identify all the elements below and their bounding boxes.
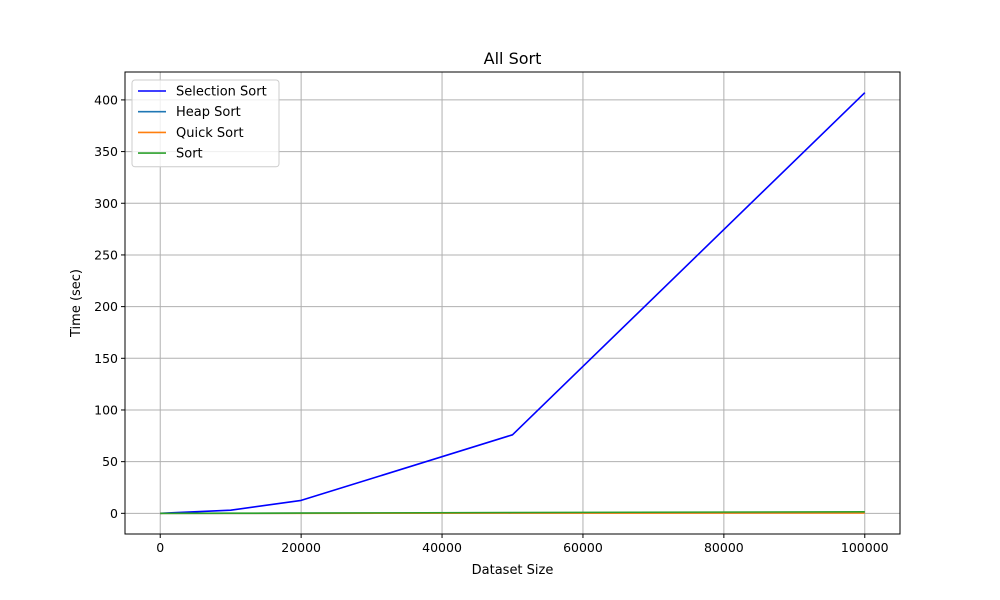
y-tick-label: 250: [94, 247, 118, 262]
y-tick-label: 400: [94, 92, 118, 107]
legend-label-heap-sort: Heap Sort: [176, 105, 241, 120]
chart-title: All Sort: [484, 49, 542, 68]
y-tick-label: 100: [94, 402, 118, 417]
x-axis-label: Dataset Size: [472, 563, 554, 578]
y-tick-label: 300: [94, 196, 118, 211]
y-tick-label: 200: [94, 299, 118, 314]
y-tick-label: 0: [110, 506, 118, 521]
plot-frame: [124, 71, 901, 535]
x-tick-label: 0: [156, 540, 164, 555]
x-tick-label: 60000: [563, 540, 603, 555]
x-tick-label: 80000: [704, 540, 744, 555]
y-tick-label: 50: [102, 454, 118, 469]
legend: Selection Sort Heap Sort Quick Sort Sort: [131, 79, 280, 168]
y-axis-label: Time (sec): [69, 269, 84, 338]
series-line-selection-sort: [160, 92, 866, 515]
x-tick-label: 20000: [281, 540, 321, 555]
series-layer: [160, 92, 866, 515]
y-tick-label: 150: [94, 351, 118, 366]
legend-box: [131, 79, 280, 168]
legend-label-selection-sort: Selection Sort: [176, 85, 267, 100]
tick-layer: 0 20000 40000 60000 80000 100000 0 50 100 150 200 2…: [94, 92, 889, 555]
legend-label-quick-sort: Quick Sort: [176, 126, 244, 141]
series-line-sort: [160, 510, 865, 515]
x-tick-label: 40000: [422, 540, 462, 555]
grid-layer: [125, 72, 900, 534]
y-tick-label: 350: [94, 144, 118, 159]
legend-label-sort: Sort: [176, 147, 203, 162]
x-tick-label: 100000: [841, 540, 889, 555]
